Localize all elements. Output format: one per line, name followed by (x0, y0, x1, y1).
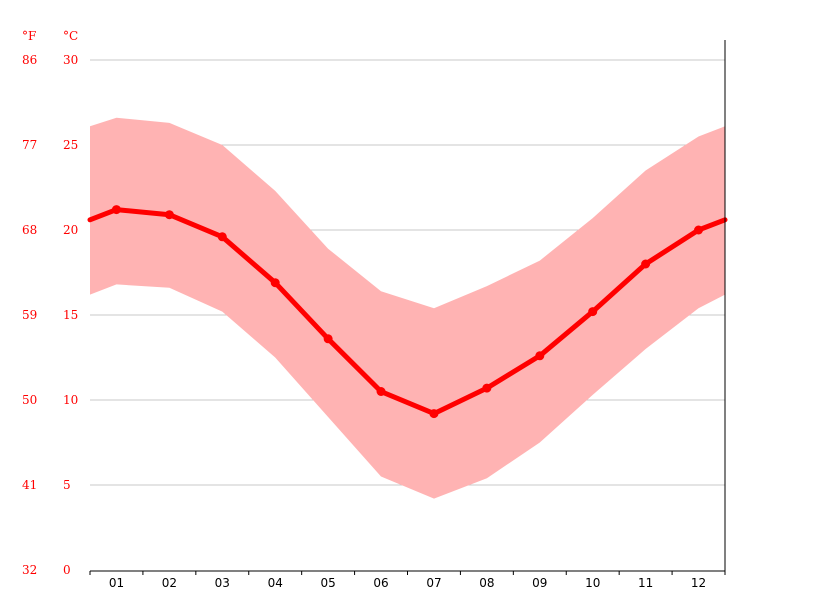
mean-temperature-line (87, 207, 728, 417)
data-point-10 (588, 307, 598, 317)
data-point-11 (641, 259, 651, 269)
axes (90, 40, 726, 572)
celsius-unit-label: °C (63, 29, 78, 43)
x-tick-01: 01 (109, 576, 124, 590)
x-tick-09: 09 (532, 576, 547, 590)
data-point-06 (376, 387, 386, 396)
range-band-area (90, 117, 725, 499)
x-tick-05: 05 (320, 576, 335, 590)
y-tick-celsius-5: 5 (63, 478, 71, 492)
mean-temperature-points (111, 205, 704, 419)
x-tick-11: 11 (638, 576, 653, 590)
data-point-04 (270, 278, 280, 288)
y-tick-celsius-30: 30 (63, 53, 78, 67)
y-tick-celsius-25: 25 (63, 138, 78, 152)
data-point-05 (323, 334, 333, 344)
y-tick-celsius-15: 15 (63, 308, 78, 322)
x-tick-03: 03 (215, 576, 230, 590)
data-point-01 (111, 205, 121, 215)
data-point-09 (535, 351, 545, 361)
x-tick-08: 08 (479, 576, 494, 590)
y-tick-fahrenheit-59: 59 (22, 308, 37, 322)
x-tick-12: 12 (691, 576, 706, 590)
y-axis-ticks: 32 0 41 5 50 10 59 15 68 20 77 25 86 30 (22, 53, 78, 577)
y-tick-fahrenheit-32: 32 (22, 563, 37, 577)
data-point-12 (694, 225, 704, 235)
y-tick-celsius-20: 20 (63, 223, 78, 237)
y-tick-celsius-10: 10 (63, 393, 78, 407)
y-tick-fahrenheit-50: 50 (22, 393, 37, 407)
mean-temperature-series (87, 207, 728, 417)
x-axis-ticks: 01 02 03 04 05 06 07 08 09 10 11 12 (89, 571, 726, 590)
data-point-07 (429, 409, 439, 419)
x-tick-06: 06 (373, 576, 388, 590)
y-tick-fahrenheit-86: 86 (22, 53, 37, 67)
y-tick-fahrenheit-41: 41 (22, 478, 37, 492)
x-tick-02: 02 (162, 576, 177, 590)
data-point-03 (217, 232, 227, 242)
y-tick-fahrenheit-68: 68 (22, 223, 37, 237)
x-tick-07: 07 (426, 576, 441, 590)
data-point-08 (482, 383, 492, 393)
temperature-range-band (90, 117, 725, 499)
x-tick-04: 04 (268, 576, 283, 590)
y-tick-fahrenheit-77: 77 (22, 138, 37, 152)
data-point-02 (164, 210, 174, 220)
y-tick-celsius-0: 0 (63, 563, 71, 577)
fahrenheit-unit-label: °F (22, 29, 36, 43)
x-tick-10: 10 (585, 576, 600, 590)
